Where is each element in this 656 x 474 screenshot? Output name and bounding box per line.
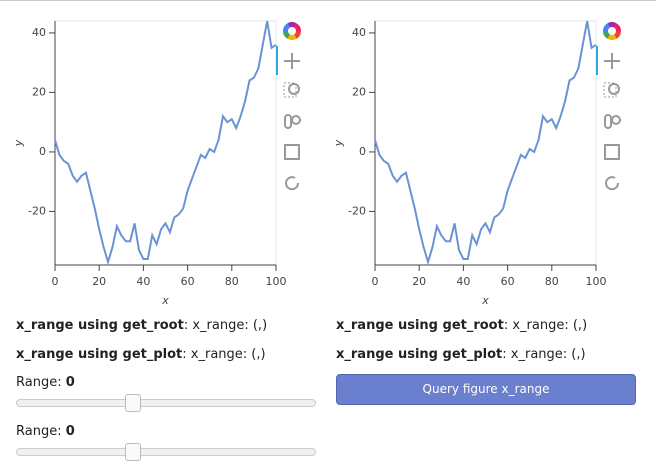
wheel-icon[interactable] [284,114,292,129]
x-tick-label: 40 [136,275,150,288]
logo-center [288,27,296,35]
logo-segment [287,21,297,31]
x-tick-label: 0 [52,275,59,288]
y-tick-label: -20 [348,204,366,217]
top-border [0,0,656,3]
get-root-text: x_range using get_root: x_range: (,) [336,318,588,333]
x-axis-label: x [161,294,169,307]
x-tick-label: 60 [181,275,195,288]
x-tick-label: 20 [412,275,426,288]
x-tick-label: 20 [92,275,106,288]
logo-center [608,27,616,35]
y-tick-label: 40 [352,26,366,39]
zoom-icon[interactable] [603,82,617,98]
x-tick-label: 80 [225,275,239,288]
slider-handle[interactable] [125,443,141,461]
plot-frame [374,20,597,266]
y-tick-label: 20 [32,85,46,98]
wheel-lens[interactable] [611,115,621,125]
logo-segment [607,22,617,31]
x-tick-label: 80 [545,275,559,288]
save-icon[interactable] [604,144,620,160]
get-plot-text: x_range using get_plot: x_range: (,) [336,347,586,362]
data-line [374,20,597,266]
reset-icon[interactable] [605,176,620,191]
y-tick-label: 0 [359,145,366,158]
plot-frame [54,20,277,266]
slider-title: Range: 0 [16,375,75,390]
y-tick-label: -20 [28,204,46,217]
x-tick-label: 0 [372,275,379,288]
y-axis-label: y [12,139,25,147]
x-tick-label: 100 [266,275,287,288]
toolbar [596,22,621,191]
slider[interactable] [16,443,316,461]
query-button[interactable]: Query figure x_range [336,374,636,405]
toolbar [276,21,301,191]
slider-title: Range: 0 [16,424,75,439]
slider[interactable] [16,394,316,412]
reset-icon[interactable] [285,176,300,191]
get-plot-text: x_range using get_plot: x_range: (,) [16,347,266,362]
x-tick-label: 40 [456,275,470,288]
y-tick-label: 20 [352,85,366,98]
x-axis-label: x [481,294,489,307]
get-root-text: x_range using get_root: x_range: (,) [16,318,268,333]
logo-segment [607,31,617,40]
x-tick-label: 100 [586,275,607,288]
zoom-lens[interactable] [288,83,300,95]
wheel-icon[interactable] [604,114,612,129]
data-line [54,20,277,266]
zoom-lens[interactable] [608,83,620,95]
wheel-lens[interactable] [291,115,301,125]
zoom-icon[interactable] [283,82,297,98]
pan-icon[interactable] [604,53,620,69]
save-icon[interactable] [284,144,300,160]
x-tick-label: 60 [501,275,515,288]
logo-segment [287,31,297,41]
pan-icon[interactable] [284,53,300,69]
y-tick-label: 0 [39,145,46,158]
slider-handle[interactable] [125,394,141,412]
charts: -20 0 20 40 0 20 40 60 80 100 x y -20 0 20 40 0 20 40 60 80 1… [12,20,621,307]
y-axis-label: y [332,139,345,147]
y-tick-label: 40 [32,26,46,39]
